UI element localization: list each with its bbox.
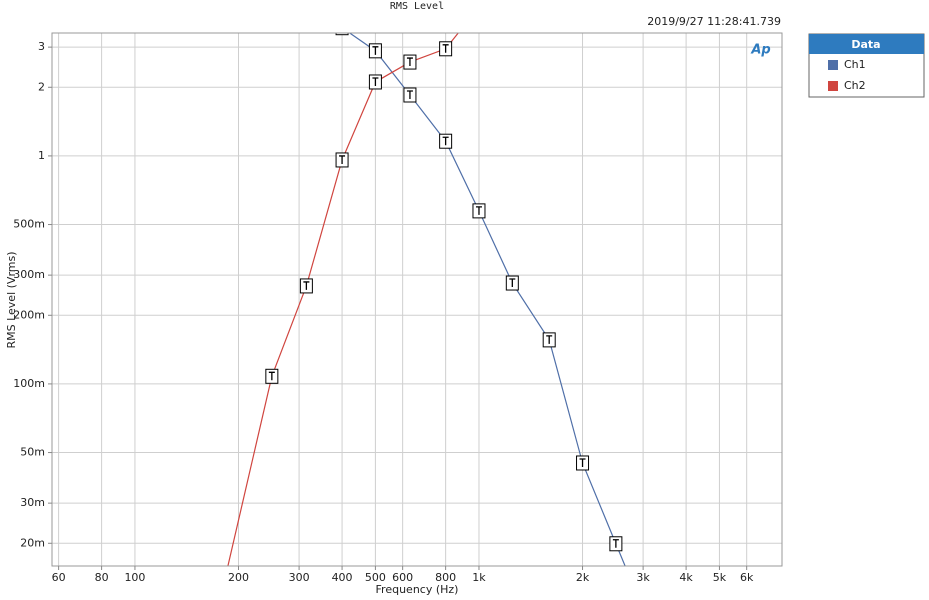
data-point-marker — [505, 275, 519, 291]
legend: Data — [808, 33, 925, 98]
grid — [52, 33, 782, 566]
logo: Ap — [750, 43, 770, 58]
marker-glyph — [509, 278, 516, 288]
data-point-marker — [368, 74, 382, 90]
y-tick-label: 500m — [13, 218, 45, 231]
legend-swatch — [828, 60, 838, 70]
chart-title: RMS Level — [390, 1, 444, 12]
y-tick-label: 50m — [20, 446, 45, 459]
x-tick-label: 3k — [636, 571, 650, 584]
marker-glyph — [546, 335, 553, 344]
data-point-marker — [403, 54, 417, 70]
marker-glyph — [303, 281, 310, 290]
y-tick-label: 3 — [38, 40, 45, 53]
marker-glyph — [442, 44, 449, 53]
x-tick-label: 60 — [52, 571, 66, 584]
y-tick-label: 1 — [38, 149, 45, 162]
data-point-marker — [265, 368, 279, 384]
y-tick-label: 20m — [20, 536, 45, 549]
x-tick-label: 5k — [713, 571, 727, 584]
data-point-marker — [403, 87, 417, 103]
data-point-marker — [439, 133, 453, 149]
x-tick-label: 6k — [740, 571, 754, 584]
x-axis-label: Frequency (Hz) — [376, 583, 459, 596]
legend-title: Data — [851, 38, 880, 51]
x-tick-label: 80 — [95, 571, 109, 584]
marker-glyph — [612, 539, 619, 548]
marker-glyph — [339, 155, 346, 164]
marker-glyph — [406, 90, 413, 99]
marker-box — [335, 33, 349, 36]
timestamp: 2019/9/27 11:28:41.739 — [647, 15, 781, 28]
x-tick-label: 1k — [472, 571, 486, 584]
x-tick-label: 600 — [392, 571, 413, 584]
marker-glyph — [442, 136, 449, 146]
y-axis-label: RMS Level (Vrms) — [5, 251, 18, 348]
x-tick-label: 100 — [124, 571, 145, 584]
x-tick-label: 2k — [576, 571, 590, 584]
y-tick-label: 200m — [13, 308, 45, 321]
data-point-marker — [609, 536, 623, 552]
plot-border — [51, 32, 783, 567]
legend-label: Ch2 — [844, 79, 866, 92]
marker-glyph — [406, 57, 413, 67]
data-point-marker — [368, 43, 382, 59]
legend-label: Ch1 — [844, 58, 866, 71]
data-point-marker — [335, 33, 349, 36]
data-point-marker — [542, 332, 556, 348]
data-point-marker — [576, 455, 590, 471]
y-tick-label: 300m — [13, 268, 45, 281]
y-tick-label: 100m — [13, 377, 45, 390]
data-point-marker — [439, 41, 453, 57]
y-tick-label: 30m — [20, 496, 45, 509]
x-tick-label: 4k — [679, 571, 693, 584]
data-point-marker — [472, 203, 486, 219]
x-tick-label: 300 — [289, 571, 310, 584]
x-tick-label: 800 — [435, 571, 456, 584]
legend-header — [809, 34, 924, 54]
marker-glyph — [475, 206, 482, 215]
marker-glyph — [579, 458, 586, 467]
marker-glyph — [268, 371, 275, 381]
x-tick-label: 200 — [228, 571, 249, 584]
y-tick-label: 2 — [38, 80, 45, 93]
x-tick-label: 500 — [365, 571, 386, 584]
marker-glyph — [372, 46, 379, 55]
legend-swatch — [828, 81, 838, 91]
marker-glyph — [372, 77, 379, 86]
data-point-marker — [299, 278, 313, 294]
x-tick-label: 400 — [332, 571, 353, 584]
data-point-marker — [335, 152, 349, 168]
plot-area — [227, 33, 626, 566]
